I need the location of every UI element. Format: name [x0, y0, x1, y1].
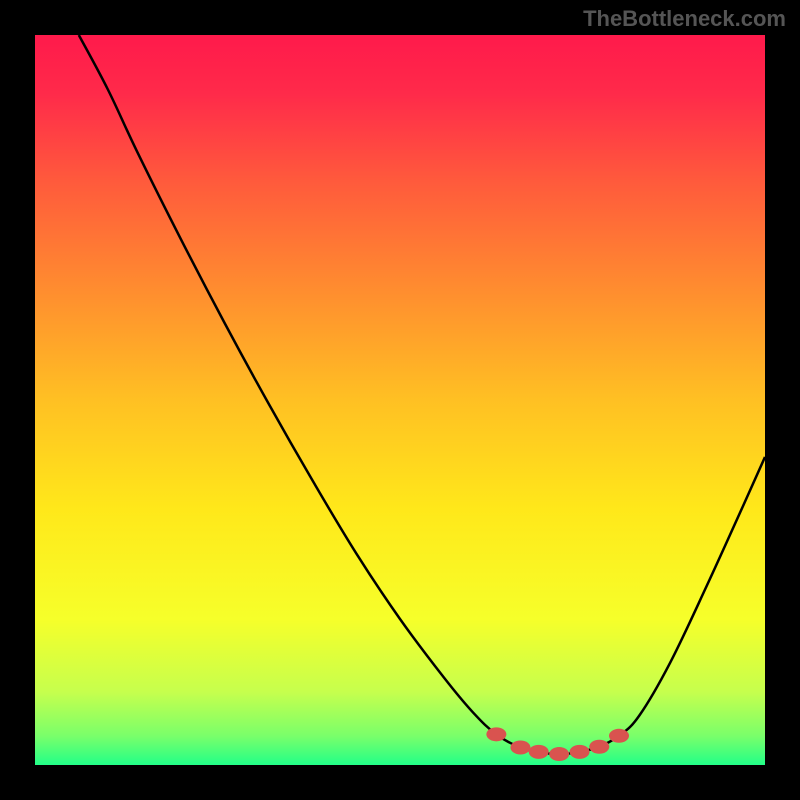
chart-container: TheBottleneck.com — [0, 0, 800, 800]
bottleneck-curve — [79, 35, 765, 754]
curve-marker — [609, 729, 629, 743]
curve-marker — [529, 745, 549, 759]
curve-marker — [570, 745, 590, 759]
plot-area — [35, 35, 765, 765]
curve-marker — [510, 740, 530, 754]
watermark-text: TheBottleneck.com — [583, 6, 786, 32]
marker-group — [486, 727, 629, 761]
curve-overlay — [35, 35, 765, 765]
curve-marker — [549, 747, 569, 761]
chart-frame — [0, 0, 800, 800]
curve-marker — [486, 727, 506, 741]
curve-marker — [589, 740, 609, 754]
